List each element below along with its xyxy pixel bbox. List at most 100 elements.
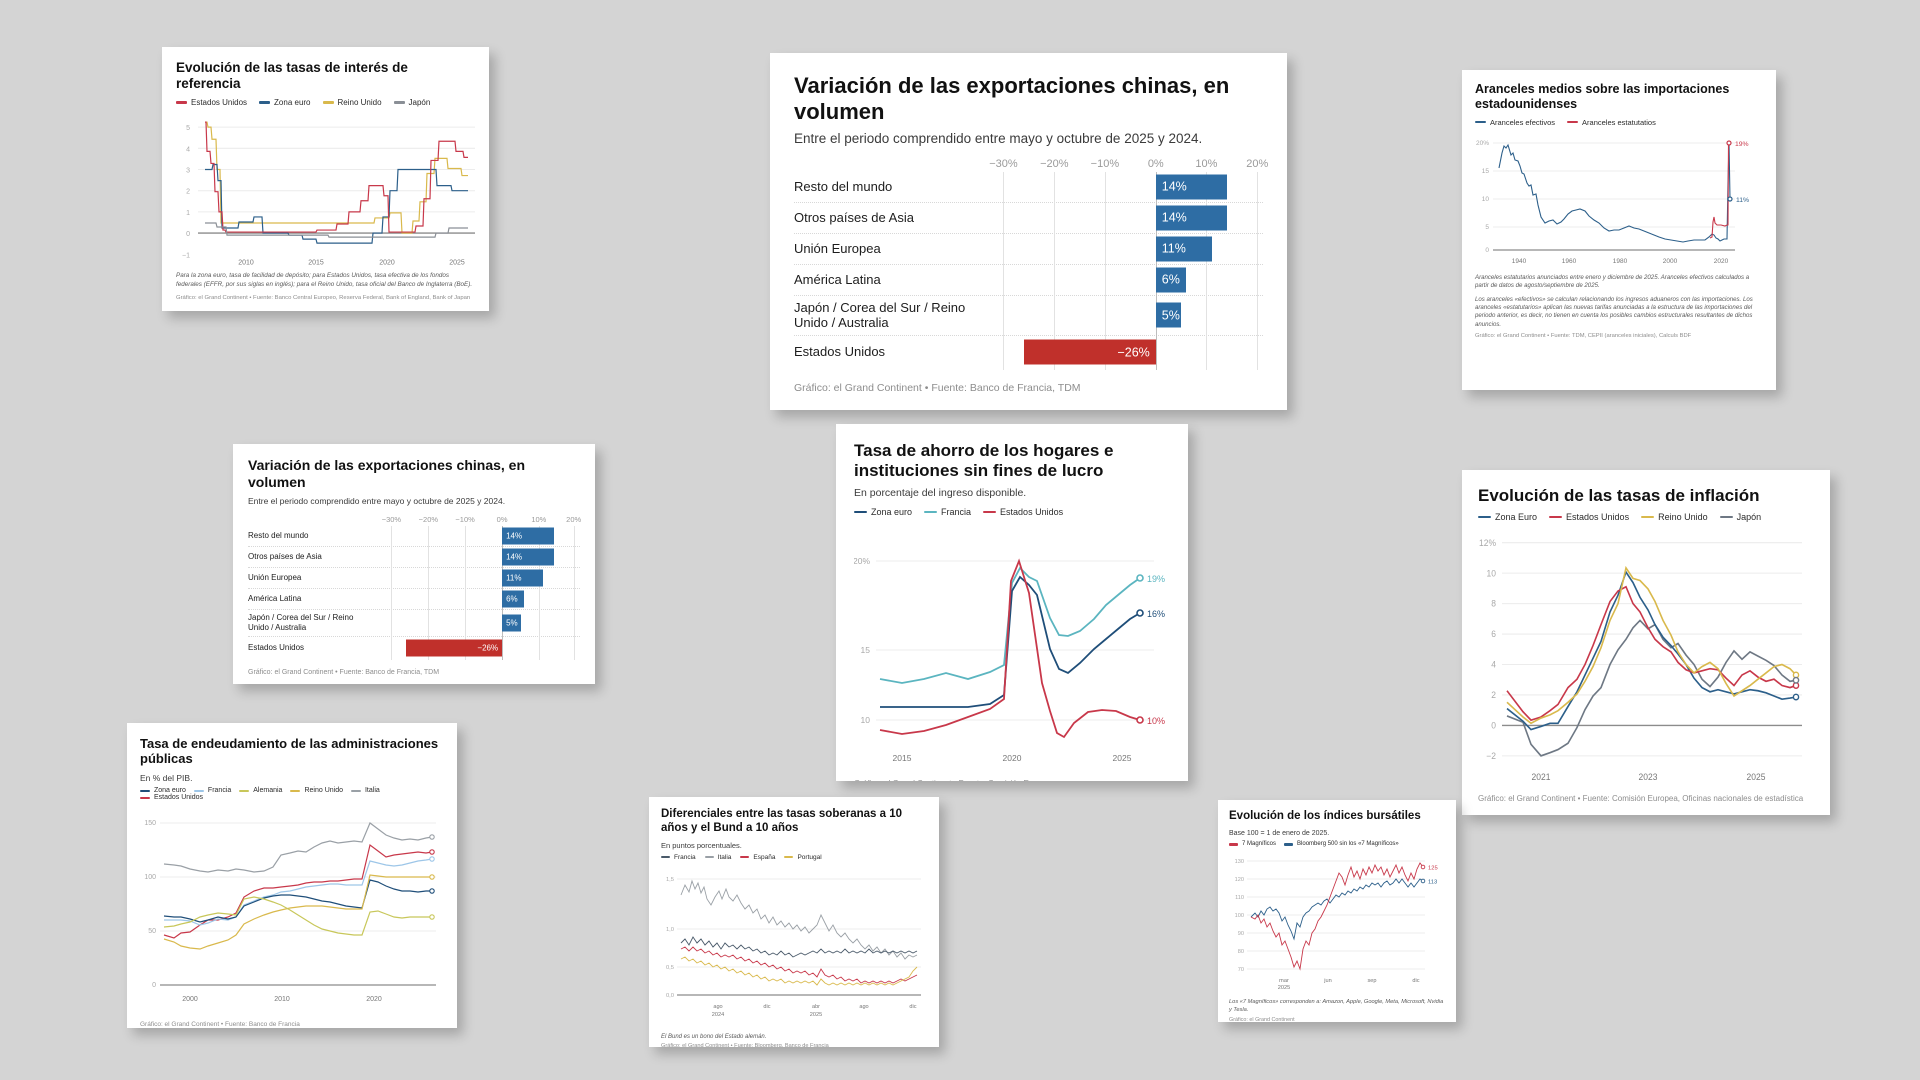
card-sovereign-spreads[interactable]: Diferenciales entre las tasas soberanas … — [649, 797, 939, 1047]
legend-item[interactable]: Aranceles estatutatios — [1567, 118, 1656, 127]
line-chart-public-debt[interactable]: 150 100 50 0 2000 2010 2020 — [140, 807, 444, 1015]
line-chart-inflation[interactable]: 12% 10 8 6 4 2 0 −2 2021 2023 2025 — [1478, 528, 1814, 788]
svg-text:0: 0 — [152, 982, 156, 989]
bar-segment[interactable]: 6% — [1155, 267, 1187, 293]
bar-segment[interactable]: 14% — [1155, 205, 1227, 231]
table-row[interactable]: Japón / Corea del Sur / Reino Unido / Au… — [248, 610, 580, 637]
legend-item[interactable]: Reino Unido — [1641, 512, 1708, 522]
legend-item[interactable]: Francia — [924, 507, 971, 517]
table-row[interactable]: Estados Unidos −26% — [248, 637, 580, 660]
legend-swatch — [1284, 843, 1294, 846]
legend-item[interactable]: Estados Unidos — [983, 507, 1063, 517]
bar-segment[interactable]: 14% — [502, 527, 554, 545]
series-paths — [205, 121, 468, 244]
svg-text:1960: 1960 — [1562, 258, 1577, 265]
bar-segment[interactable]: 11% — [1155, 236, 1212, 262]
line-chart-stock-indices[interactable]: 130 120 110 100 90 80 70 mar 2025 jun se… — [1229, 853, 1445, 993]
legend-label: Alemania — [253, 787, 283, 795]
bar-category-label: Unión Europea — [794, 240, 881, 256]
bar-segment[interactable]: −26% — [1023, 339, 1156, 365]
endpoint-label: 19% — [1147, 574, 1165, 584]
legend-item[interactable]: Zona Euro — [1478, 512, 1537, 522]
chart-credit: Gráfico: el Grand Continent • Fuente: Bl… — [661, 1042, 829, 1047]
bar-segment[interactable]: 6% — [502, 590, 525, 608]
series-paths — [879, 558, 1141, 739]
bar-axis-labels: −30% −20% −10% 0% 10% 20% — [248, 515, 581, 526]
svg-text:20%: 20% — [1476, 140, 1489, 147]
legend-label: Estados Unidos — [191, 97, 248, 107]
legend-item[interactable]: España — [740, 854, 775, 861]
bar-value-label: 14% — [1161, 210, 1187, 225]
table-row[interactable]: Japón / Corea del Sur / Reino Unido / Au… — [794, 296, 1263, 336]
table-row[interactable]: Otros países de Asia 14% — [248, 547, 580, 568]
svg-text:2000: 2000 — [1663, 258, 1678, 265]
legend-swatch — [1475, 120, 1486, 124]
svg-text:jun: jun — [1323, 978, 1331, 984]
card-title: Evolución de las tasas de interés de ref… — [176, 60, 408, 91]
legend-item[interactable]: Estados Unidos — [1549, 512, 1629, 522]
legend-item[interactable]: Reino Unido — [322, 98, 382, 107]
card-tariffs[interactable]: Aranceles medios sobre las importaciones… — [1462, 70, 1776, 390]
legend-item[interactable]: Francia — [661, 854, 696, 861]
card-interest-rates[interactable]: Evolución de las tasas de interés de ref… — [162, 47, 489, 311]
svg-text:150: 150 — [144, 820, 156, 827]
legend-item[interactable]: Alemania — [239, 787, 282, 794]
legend-item[interactable]: Zona euro — [854, 507, 912, 517]
legend-item[interactable]: Francia — [193, 787, 231, 794]
legend-item[interactable]: Zona euro — [259, 98, 311, 107]
legend-item[interactable]: Estados Unidos — [140, 794, 203, 801]
endpoint-markers: 19% 16% 10% — [1136, 574, 1165, 726]
legend-item[interactable]: Italia — [704, 854, 731, 861]
endpoint-markers: 125 113 — [1420, 865, 1438, 886]
legend-swatch — [193, 789, 204, 793]
svg-text:−2: −2 — [1486, 751, 1496, 761]
card-savings-rate[interactable]: Tasa de ahorro de los hogares e instituc… — [836, 424, 1188, 781]
bar-chart-china-exports[interactable]: Resto del mundo 14% Otros países de Asia… — [794, 171, 1263, 371]
table-row[interactable]: Resto del mundo 14% — [794, 172, 1263, 203]
bar-segment[interactable]: 11% — [502, 569, 543, 587]
x-tick-labels: 2010 2015 2020 2025 — [238, 259, 465, 266]
bar-segment[interactable]: 5% — [1155, 302, 1182, 328]
table-row[interactable]: Resto del mundo 14% — [248, 526, 580, 547]
table-row[interactable]: Estados Unidos −26% — [794, 336, 1263, 369]
svg-text:2015: 2015 — [308, 259, 324, 266]
line-chart-interest-rates[interactable]: 5 4 3 2 1 0 −1 2010 2015 2020 2025 — [176, 113, 475, 266]
table-row[interactable]: América Latina 6% — [794, 265, 1263, 296]
line-chart-savings-rate[interactable]: 20% 15 10 2015 2020 2025 — [854, 523, 1170, 773]
table-row[interactable]: Unión Europea 11% — [794, 234, 1263, 265]
card-subtitle: Base 100 = 1 de enero de 2025. — [1229, 829, 1330, 837]
legend-item[interactable]: 7 Magníficos — [1229, 841, 1276, 847]
line-chart-tariffs[interactable]: 20% 15 10 5 0 1940 1960 1980 2000 2020 — [1475, 133, 1763, 268]
table-row[interactable]: América Latina 6% — [248, 589, 580, 610]
card-inflation[interactable]: Evolución de las tasas de inflación Zona… — [1462, 470, 1830, 815]
svg-text:0,0: 0,0 — [666, 993, 674, 999]
card-stock-indices[interactable]: Evolución de los índices bursátiles Base… — [1218, 800, 1456, 1022]
legend-item[interactable]: Estados Unidos — [176, 98, 247, 107]
legend-item[interactable]: Aranceles efectivos — [1475, 118, 1555, 127]
bar-value-label: 11% — [506, 573, 522, 583]
legend-item[interactable]: Japón — [1719, 512, 1761, 522]
bar-chart-china-exports[interactable]: Resto del mundo 14% Otros países de Asia… — [248, 525, 580, 660]
bar-segment[interactable]: 14% — [502, 548, 554, 566]
bar-segment[interactable]: 5% — [502, 614, 521, 632]
legend-item[interactable]: Portugal — [784, 854, 822, 861]
legend-item[interactable]: Zona euro — [140, 787, 186, 794]
bar-segment[interactable]: 14% — [1155, 174, 1227, 200]
card-public-debt[interactable]: Tasa de endeudamiento de las administrac… — [127, 723, 457, 1028]
y-gridlines — [1247, 860, 1425, 970]
card-title: Variación de las exportaciones chinas, e… — [248, 457, 526, 490]
legend-item[interactable]: Bloomberg 500 sin los «7 Magníficos» — [1284, 841, 1399, 847]
bar-segment[interactable]: −26% — [406, 639, 503, 657]
svg-text:15: 15 — [1482, 168, 1490, 175]
line-chart-spreads[interactable]: 1,5 1,0 0,5 0,0 ago 2024 dic abr 2025 ag… — [661, 867, 927, 1027]
bar-track: −26% — [370, 637, 580, 660]
legend-item[interactable]: Japón — [393, 98, 430, 107]
table-row[interactable]: Otros países de Asia 14% — [794, 203, 1263, 234]
bar-track: 5% — [370, 610, 580, 636]
y-tick-labels: 130 120 110 100 90 80 70 — [1235, 859, 1244, 973]
table-row[interactable]: Unión Europea 11% — [248, 568, 580, 589]
card-china-exports-small[interactable]: Variación de las exportaciones chinas, e… — [233, 444, 595, 684]
legend-item[interactable]: Reino Unido — [290, 787, 343, 794]
legend-item[interactable]: Italia — [350, 787, 380, 794]
card-china-exports-large[interactable]: Variación de las exportaciones chinas, e… — [770, 53, 1287, 410]
